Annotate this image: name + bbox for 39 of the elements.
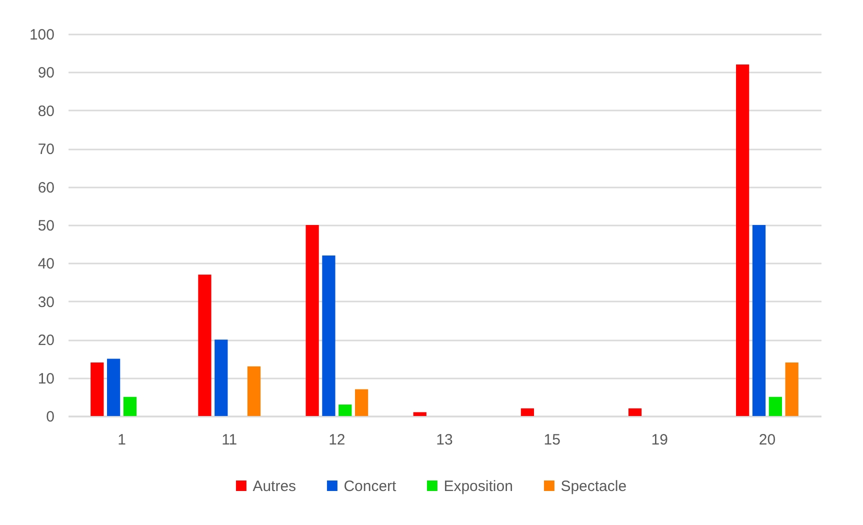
bar <box>198 274 212 416</box>
legend-label: Autres <box>252 478 296 495</box>
bar <box>214 340 228 416</box>
bar <box>520 408 534 416</box>
x-tick-label: 11 <box>222 432 238 448</box>
bar <box>768 396 782 416</box>
y-tick-label: 70 <box>38 141 54 158</box>
bar <box>306 225 319 416</box>
x-tick-label: 1 <box>118 432 126 448</box>
y-tick-label: 0 <box>46 408 54 426</box>
x-tick-label: 15 <box>544 432 560 448</box>
bar <box>736 64 750 416</box>
bar <box>338 404 352 416</box>
y-tick-label: 80 <box>38 102 54 120</box>
bar <box>90 362 104 416</box>
y-tick-label: 60 <box>38 179 54 196</box>
y-tick-label: 90 <box>38 64 54 82</box>
y-tick-label: 100 <box>29 26 54 44</box>
legend-label: Exposition <box>444 478 513 495</box>
bar <box>322 256 336 416</box>
x-tick-label: 20 <box>758 432 776 448</box>
y-tick-label: 10 <box>38 370 54 388</box>
y-tick-label: 30 <box>38 294 54 311</box>
bar <box>123 396 137 416</box>
legend-label: Spectacle <box>560 478 627 495</box>
bar <box>785 362 798 416</box>
bar <box>107 358 120 416</box>
legend-label: Concert <box>344 478 398 495</box>
bar <box>247 366 261 416</box>
x-tick-label: 13 <box>436 432 453 448</box>
bar <box>413 412 426 416</box>
bar <box>354 389 368 416</box>
x-tick-label: 12 <box>328 432 346 448</box>
y-tick-label: 20 <box>38 332 54 350</box>
x-tick-label: 19 <box>651 432 668 448</box>
bar <box>752 225 766 416</box>
y-tick-label: 40 <box>38 256 54 273</box>
y-tick-label: 50 <box>38 218 54 234</box>
bar <box>628 408 642 416</box>
